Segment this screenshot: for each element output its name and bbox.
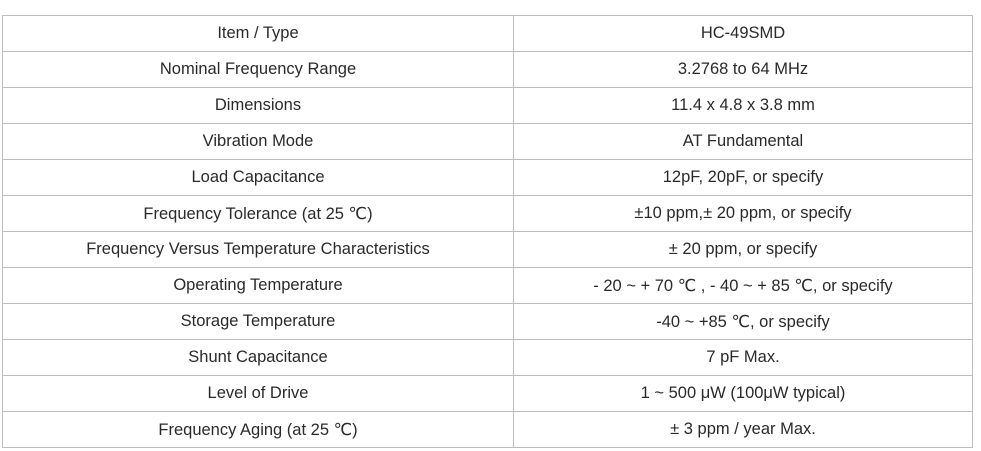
row-value: ± 20 ppm, or specify: [513, 231, 973, 268]
row-label: Dimensions: [2, 87, 514, 124]
row-label: Vibration Mode: [2, 123, 514, 160]
table-row: Item / Type HC-49SMD: [2, 15, 973, 52]
table-row: Nominal Frequency Range 3.2768 to 64 MHz: [2, 51, 973, 88]
row-value: 11.4 x 4.8 x 3.8 mm: [513, 87, 973, 124]
row-value: ±10 ppm,± 20 ppm, or specify: [513, 195, 973, 232]
row-label: Shunt Capacitance: [2, 339, 514, 376]
row-value: 7 pF Max.: [513, 339, 973, 376]
table-row: Shunt Capacitance 7 pF Max.: [2, 339, 973, 376]
table-row: Storage Temperature -40 ~ +85 ℃, or spec…: [2, 303, 973, 340]
row-value: - 20 ~ + 70 ℃ , - 40 ~ + 85 ℃, or specif…: [513, 267, 973, 304]
row-value: AT Fundamental: [513, 123, 973, 160]
table-row: Vibration Mode AT Fundamental: [2, 123, 973, 160]
row-value: HC-49SMD: [513, 15, 973, 52]
row-label: Frequency Aging (at 25 ℃): [2, 411, 514, 448]
row-label: Frequency Versus Temperature Characteris…: [2, 231, 514, 268]
spec-table: Item / Type HC-49SMD Nominal Frequency R…: [2, 15, 973, 448]
row-label: Storage Temperature: [2, 303, 514, 340]
row-label: Level of Drive: [2, 375, 514, 412]
row-label: Frequency Tolerance (at 25 ℃): [2, 195, 514, 232]
table-row: Dimensions 11.4 x 4.8 x 3.8 mm: [2, 87, 973, 124]
table-row: Level of Drive 1 ~ 500 μW (100μW typical…: [2, 375, 973, 412]
row-label: Nominal Frequency Range: [2, 51, 514, 88]
row-label: Operating Temperature: [2, 267, 514, 304]
row-value: 1 ~ 500 μW (100μW typical): [513, 375, 973, 412]
row-label: Load Capacitance: [2, 159, 514, 196]
table-row: Frequency Versus Temperature Characteris…: [2, 231, 973, 268]
row-value: ± 3 ppm / year Max.: [513, 411, 973, 448]
table-row: Frequency Tolerance (at 25 ℃) ±10 ppm,± …: [2, 195, 973, 232]
row-value: 12pF, 20pF, or specify: [513, 159, 973, 196]
table-row: Operating Temperature - 20 ~ + 70 ℃ , - …: [2, 267, 973, 304]
table-row: Load Capacitance 12pF, 20pF, or specify: [2, 159, 973, 196]
table-row: Frequency Aging (at 25 ℃) ± 3 ppm / year…: [2, 411, 973, 448]
row-value: 3.2768 to 64 MHz: [513, 51, 973, 88]
row-label: Item / Type: [2, 15, 514, 52]
row-value: -40 ~ +85 ℃, or specify: [513, 303, 973, 340]
